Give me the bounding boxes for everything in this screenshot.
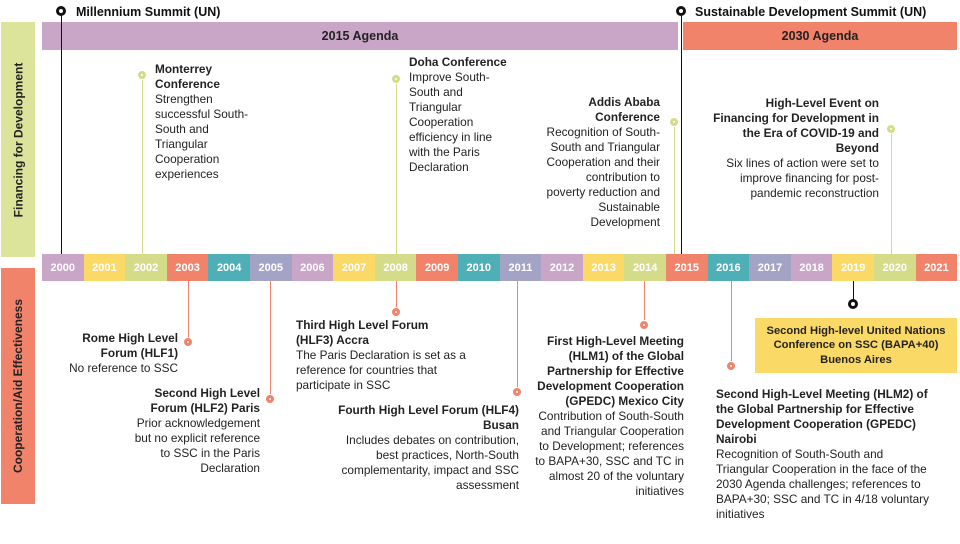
mexico-line [644,281,645,324]
busan-body: Includes debates on contribution, best p… [341,433,519,492]
bapa40-dot [848,299,858,309]
paris-body: Prior acknowledgement but no explicit re… [134,416,260,475]
mexico-body: Contribution of South-South and Triangul… [535,409,684,498]
millennium-summit-label: Millennium Summit (UN) [76,5,221,19]
covid-body: Six lines of action were set to improve … [726,156,879,200]
agenda-2030-band: 2030 Agenda [683,22,957,50]
accra-body: The Paris Declaration is set as a refere… [296,348,466,392]
year-cell-2001: 2001 [83,254,126,281]
rome-dot [183,337,193,347]
millennium-line [61,14,62,254]
accra-line [396,281,397,312]
cooperation-side-label: Cooperation/Aid Effectiveness [1,268,35,504]
rome-event: Rome High Level Forum (HLF1) No referenc… [56,331,178,376]
addis-title: Addis Ababa Conference [588,95,660,124]
mexico-event: First High-Level Meeting (HLM1) of the G… [528,334,684,499]
paris-event: Second High Level Forum (HLF2) Paris Pri… [126,386,260,476]
nairobi-body: Recognition of South-South and Triangula… [716,447,930,521]
covid-title: High-Level Event on Financing for Develo… [713,96,879,155]
monterrey-title: Monterrey Conference [155,62,220,91]
accra-event: Third High Level Forum (HLF3) Accra The … [296,318,466,393]
doha-body: Improve South-South and Triangular Coope… [409,70,493,174]
paris-dot [265,394,275,404]
sustainable-summit-label: Sustainable Development Summit (UN) [695,5,927,19]
millennium-dot [56,6,66,16]
busan-dot [512,387,522,397]
nairobi-event: Second High-Level Meeting (HLM2) of the … [716,387,930,522]
sustainable-line [681,14,682,254]
year-cell-2010: 2010 [458,254,500,281]
financing-side-label: Financing for Development [1,22,35,257]
bapa40-line [853,281,854,303]
year-cell-2000: 2000 [42,254,84,281]
addis-dot [669,117,679,127]
doha-dot [391,74,401,84]
year-cell-2014: 2014 [624,254,666,281]
year-cell-2008: 2008 [374,254,417,281]
monterrey-event: Monterrey Conference Strengthen successf… [155,62,260,182]
nairobi-dot [726,361,736,371]
mexico-dot [639,320,649,330]
year-cell-2003: 2003 [166,254,209,281]
busan-event: Fourth High Level Forum (HLF4) Busan Inc… [333,403,519,493]
year-cell-2018: 2018 [790,254,833,281]
rome-title: Rome High Level Forum (HLF1) [82,331,178,360]
bapa40-title: Second High-level United Nations Confere… [766,324,946,366]
doha-title: Doha Conference [409,55,507,69]
busan-title: Fourth High Level Forum (HLF4) Busan [338,403,519,432]
addis-event: Addis Ababa Conference Recognition of So… [544,95,660,230]
covid-line [891,128,892,254]
paris-title: Second High Level Forum (HLF2) Paris [150,386,260,415]
year-cell-2016: 2016 [707,254,750,281]
year-cell-2007: 2007 [333,254,375,281]
year-cell-2006: 2006 [291,254,334,281]
year-cell-2012: 2012 [541,254,583,281]
accra-dot [391,307,401,317]
covid-dot [886,124,896,134]
year-cell-2005: 2005 [250,254,292,281]
year-cell-2004: 2004 [208,254,250,281]
nairobi-title: Second High-Level Meeting (HLM2) of the … [716,387,928,446]
agenda-2015-band: 2015 Agenda [42,22,678,50]
year-cell-2013: 2013 [582,254,625,281]
doha-event: Doha Conference Improve South-South and … [409,55,511,175]
year-cell-2021: 2021 [915,254,958,281]
mexico-title: First High-Level Meeting (HLM1) of the G… [537,334,684,408]
bapa40-highlight-box: Second High-level United Nations Confere… [755,318,957,373]
monterrey-line [142,74,143,254]
addis-line [674,121,675,254]
year-cell-2019: 2019 [832,254,874,281]
year-cell-2015: 2015 [666,254,708,281]
monterrey-dot [137,70,147,80]
year-cell-2017: 2017 [749,254,791,281]
sustainable-dot [676,6,686,16]
accra-title: Third High Level Forum (HLF3) Accra [296,318,429,347]
covid-event: High-Level Event on Financing for Develo… [713,96,879,201]
year-cell-2002: 2002 [125,254,167,281]
rome-body: No reference to SSC [69,361,178,375]
rome-line [188,281,189,341]
nairobi-line [731,281,732,366]
year-cell-2011: 2011 [499,254,542,281]
year-cell-2020: 2020 [874,254,916,281]
doha-line [396,78,397,254]
addis-body: Recognition of South-South and Triangula… [546,125,660,229]
busan-line [517,281,518,392]
year-cell-2009: 2009 [416,254,458,281]
paris-line [270,281,271,398]
monterrey-body: Strengthen successful South-South and Tr… [155,92,249,181]
